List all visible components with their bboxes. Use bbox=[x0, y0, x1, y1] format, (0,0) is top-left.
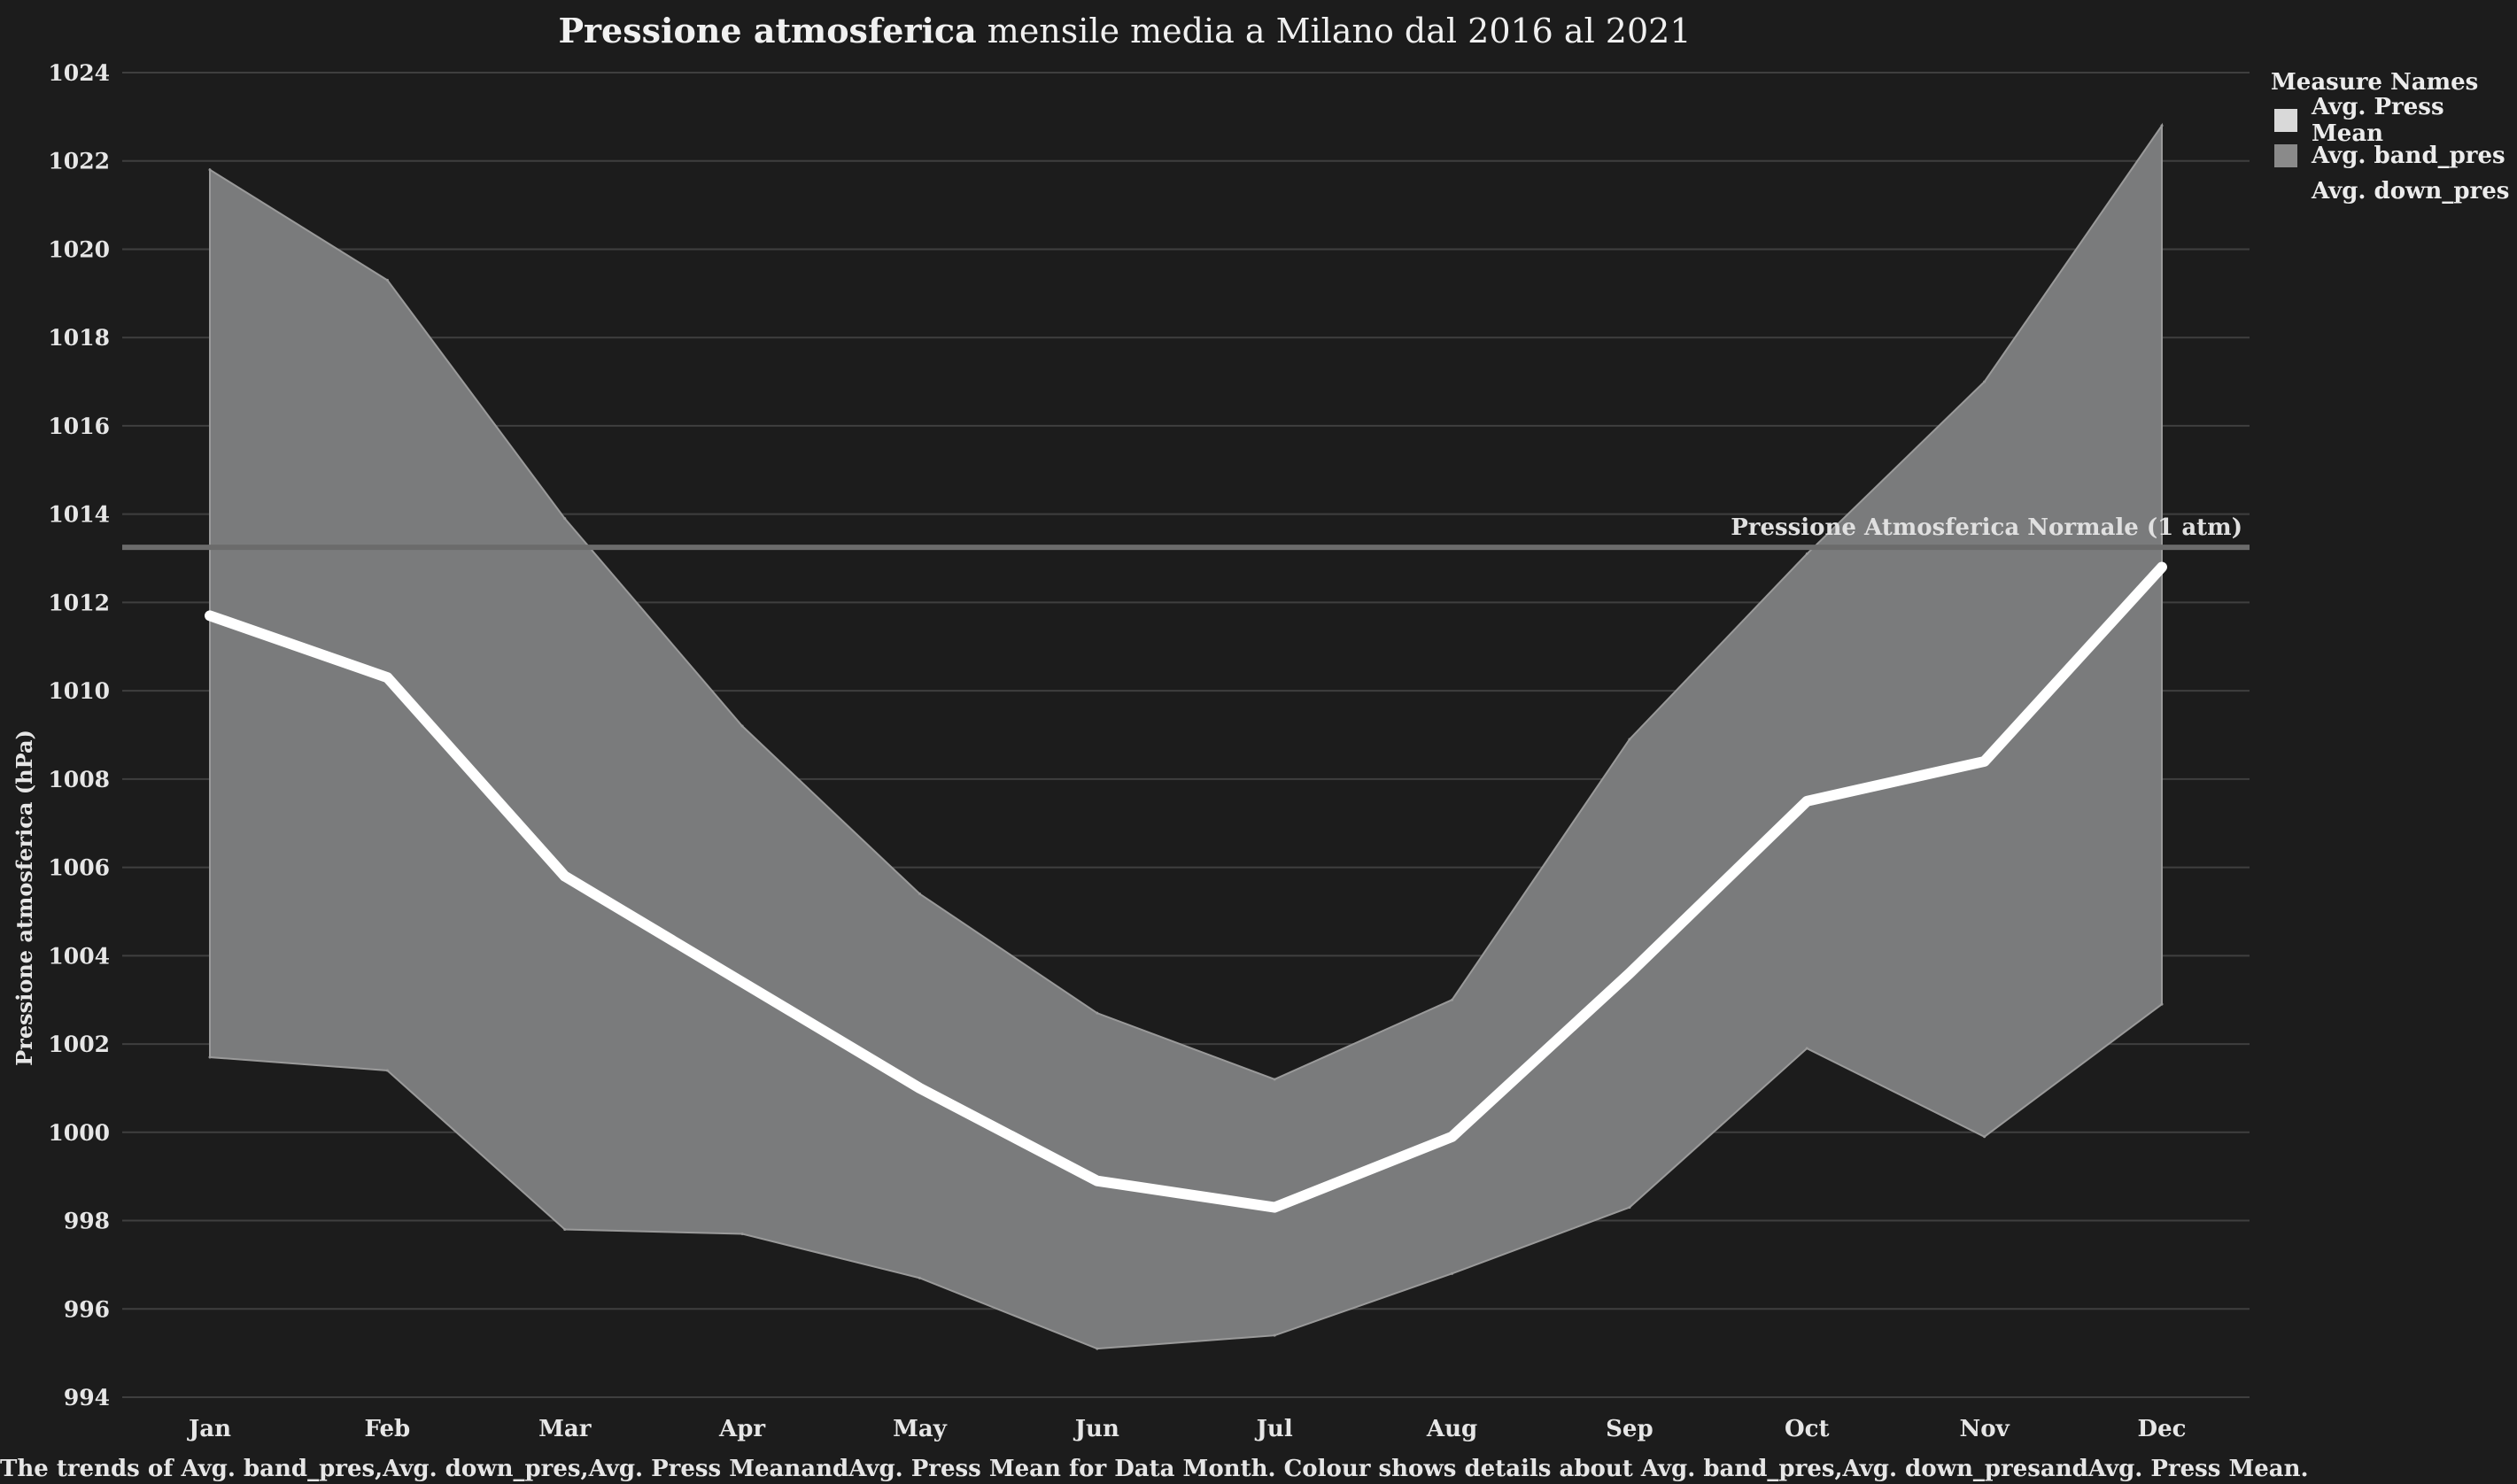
y-tick-label: 1022 bbox=[48, 149, 110, 174]
x-tick-label: Jul bbox=[1255, 1416, 1293, 1442]
y-tick-label: 1012 bbox=[48, 590, 110, 615]
band-upper-point bbox=[1273, 1078, 1276, 1081]
band-upper-point bbox=[740, 724, 744, 728]
mean-point bbox=[562, 874, 567, 878]
mean-line bbox=[205, 561, 2167, 1213]
mean-point bbox=[1805, 799, 1809, 803]
band-lower-point bbox=[1983, 1135, 1986, 1139]
band-lower-point bbox=[208, 1055, 212, 1059]
legend-swatch-down-pres bbox=[2274, 180, 2297, 203]
band-lower-point bbox=[1096, 1347, 1099, 1350]
mean-point bbox=[740, 980, 745, 985]
legend-swatch-band-pres bbox=[2274, 144, 2297, 167]
chart-caption: The trends of Avg. band_pres,Avg. down_p… bbox=[0, 1456, 2309, 1482]
band-lower-point bbox=[918, 1276, 921, 1279]
legend-label-down-pres: Avg. down_pres bbox=[2312, 178, 2510, 205]
mean-point bbox=[208, 614, 212, 618]
mean-point bbox=[1627, 971, 1631, 976]
band-lower-point bbox=[2160, 1002, 2164, 1006]
y-tick-label: 1002 bbox=[48, 1032, 110, 1057]
y-axis-ticks: 994 996 998 1000 1002 1004 1006 1008 1010 1012 101… bbox=[48, 60, 110, 1411]
y-tick-label: 998 bbox=[64, 1209, 110, 1234]
legend-item-band-pres[interactable]: Avg. band_pres bbox=[2271, 138, 2510, 174]
chart-title-rest: mensile media a Milano dal 2016 al 2021 bbox=[976, 12, 1692, 50]
x-tick-label: Jun bbox=[1073, 1416, 1119, 1442]
x-tick-label: Sep bbox=[1606, 1416, 1653, 1442]
band-upper-point bbox=[1628, 738, 1631, 741]
legend-label-band-pres: Avg. band_pres bbox=[2312, 143, 2505, 169]
band-lower-point bbox=[563, 1228, 567, 1232]
mean-line-group bbox=[205, 561, 2167, 1213]
legend-item-down-pres[interactable]: Avg. down_pres bbox=[2271, 174, 2510, 209]
chart-title: Pressione atmosferica mensile media a Mi… bbox=[0, 11, 2250, 50]
band-upper-point bbox=[208, 168, 212, 172]
band-lower-point bbox=[1451, 1271, 1454, 1275]
y-tick-label: 1006 bbox=[48, 855, 110, 881]
y-tick-label: 1020 bbox=[48, 236, 110, 262]
band-area-path bbox=[209, 122, 2163, 1350]
band-upper-point bbox=[1983, 380, 1986, 383]
mean-point bbox=[385, 676, 390, 680]
y-tick-label: 1016 bbox=[48, 414, 110, 439]
band-lower-point bbox=[385, 1069, 389, 1072]
x-tick-label: May bbox=[893, 1416, 948, 1442]
band-lower-point bbox=[1273, 1333, 1276, 1337]
mean-point bbox=[1095, 1179, 1099, 1183]
chart-title-bold: Pressione atmosferica bbox=[558, 11, 977, 50]
band-upper-point bbox=[1805, 553, 1808, 556]
mean-point bbox=[1273, 1205, 1277, 1210]
band-area bbox=[208, 122, 2164, 1350]
band-lower-point bbox=[1805, 1047, 1808, 1050]
mean-point bbox=[918, 1086, 922, 1090]
band-upper-point bbox=[918, 893, 921, 896]
band-upper-point bbox=[2160, 124, 2164, 128]
x-tick-label: Feb bbox=[364, 1416, 410, 1442]
y-tick-label: 994 bbox=[64, 1385, 110, 1411]
x-tick-label: Dec bbox=[2138, 1416, 2187, 1442]
y-tick-label: 1004 bbox=[48, 943, 110, 969]
x-tick-label: Nov bbox=[1960, 1416, 2010, 1442]
mean-point bbox=[2160, 565, 2164, 569]
legend-label-press-mean: Avg. Press Mean bbox=[2312, 94, 2444, 147]
x-tick-label: Apr bbox=[718, 1416, 765, 1442]
band-upper-point bbox=[1096, 1011, 1099, 1015]
x-tick-label: Oct bbox=[1785, 1416, 1830, 1442]
y-tick-label: 1024 bbox=[48, 60, 110, 86]
band-upper-point bbox=[563, 517, 567, 521]
y-tick-label: 1010 bbox=[48, 678, 110, 704]
y-tick-label: 1014 bbox=[48, 502, 110, 528]
y-tick-label: 1018 bbox=[48, 325, 110, 351]
x-axis-ticks: Jan Feb Mar Apr May Jun Jul Aug Sep Oct Nov Dec bbox=[187, 1416, 2186, 1442]
band-lower-point bbox=[1628, 1206, 1631, 1210]
band-upper-point bbox=[1451, 998, 1454, 1001]
reference-line-label: Pressione Atmosferica Normale (1 atm) bbox=[1731, 514, 2242, 541]
legend-swatch-press-mean bbox=[2274, 109, 2297, 132]
band-lower-point bbox=[740, 1232, 744, 1235]
mean-point bbox=[1982, 759, 1986, 763]
legend-title: Measure Names bbox=[2271, 69, 2479, 96]
x-tick-label: Aug bbox=[1426, 1416, 1477, 1442]
reference-line-group: Pressione Atmosferica Normale (1 atm) bbox=[122, 514, 2250, 551]
x-tick-label: Mar bbox=[538, 1416, 592, 1442]
legend-item-press-mean[interactable]: Avg. Press Mean bbox=[2271, 94, 2510, 147]
band-upper-point bbox=[385, 278, 389, 282]
y-axis-label: Pressione atmosferica (hPa) bbox=[12, 730, 37, 1066]
x-tick-label: Jan bbox=[187, 1416, 231, 1442]
y-tick-label: 1000 bbox=[48, 1120, 110, 1146]
mean-point bbox=[1450, 1134, 1454, 1139]
y-tick-label: 996 bbox=[64, 1296, 110, 1322]
legend: Measure Names Avg. Press Mean Avg. band_… bbox=[2271, 69, 2510, 209]
y-tick-label: 1008 bbox=[48, 767, 110, 792]
